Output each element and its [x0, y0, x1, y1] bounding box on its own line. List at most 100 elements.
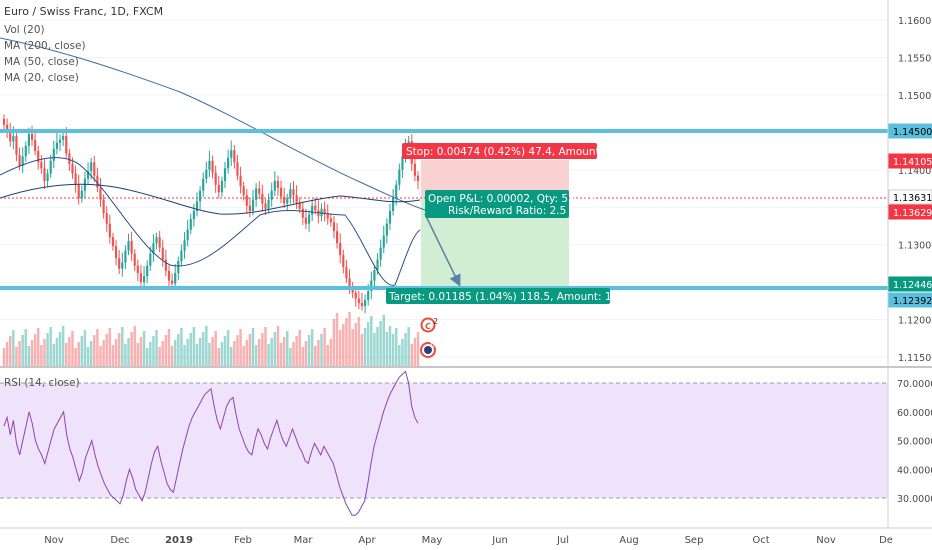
price-tag-label: 1.12446 — [893, 280, 932, 291]
ma-50-line — [0, 183, 421, 215]
volume-bar — [61, 326, 65, 366]
volume-bar — [236, 335, 239, 366]
indicator-ma200[interactable]: MA (200, close) — [4, 40, 86, 52]
volume-bar — [8, 336, 12, 366]
ma-20-line — [0, 157, 421, 286]
candle-body — [267, 199, 270, 209]
volume-bar — [276, 326, 280, 366]
volume-bar — [68, 337, 71, 366]
candle-body — [233, 150, 236, 163]
candle-body — [152, 243, 155, 254]
candle-body — [71, 163, 74, 174]
svg-text:C: C — [425, 322, 431, 331]
volume-bar — [211, 337, 214, 366]
candle-body — [392, 198, 395, 211]
price-tick-label: 1.13000 — [898, 241, 932, 252]
candle-body — [6, 124, 9, 131]
candle-body — [388, 210, 392, 224]
candle-body — [413, 163, 416, 176]
volume-bar — [357, 317, 361, 366]
candle-body — [127, 240, 130, 251]
candle-body — [68, 153, 71, 164]
candle-body — [77, 184, 80, 199]
volume-bar — [304, 341, 308, 366]
volume-bar — [413, 338, 417, 366]
indicator-ma50[interactable]: MA (50, close) — [4, 56, 79, 68]
rsi-tick-label: 40.0000 — [897, 465, 932, 476]
volume-bar — [142, 331, 146, 366]
price-tick-label: 1.16000 — [898, 16, 932, 27]
volume-bar — [33, 334, 37, 366]
candle-body — [21, 156, 24, 167]
rsi-line — [3, 370, 419, 516]
volume-bar — [404, 333, 407, 366]
candle-body — [292, 189, 295, 196]
candle-body — [370, 280, 373, 292]
volume-bar — [298, 330, 301, 366]
event-badge-dividend[interactable]: C 2 — [420, 317, 439, 333]
volume-bar — [111, 345, 115, 366]
volume-bar — [239, 329, 242, 366]
volume-bar — [332, 319, 336, 366]
volume-bar — [382, 315, 386, 366]
volume-bar — [394, 328, 398, 366]
candle-body — [283, 196, 286, 204]
candle-body — [248, 205, 251, 211]
volume-bar — [149, 342, 152, 366]
volume-bar — [121, 327, 124, 366]
volume-bar — [117, 333, 121, 366]
candle-body — [96, 175, 99, 188]
volume-bar — [348, 312, 351, 366]
indicator-vol[interactable]: Vol (20) — [4, 24, 45, 36]
event-badge-flag[interactable]: 8 — [420, 340, 436, 358]
rsi-axis[interactable]: 70.0000 60.0000 50.0000 40.0000 30.0000 — [897, 379, 932, 505]
volume-bar — [388, 326, 392, 366]
volume-bar — [370, 316, 373, 366]
candle-body — [211, 160, 214, 173]
volume-bar — [254, 345, 258, 366]
candle-body — [363, 300, 367, 307]
target-badge[interactable]: Target: 0.01185 (1.04%) 118.5, Amount: 1… — [386, 288, 648, 304]
volume-bar — [410, 344, 414, 366]
candle-body — [90, 162, 93, 172]
volume-bar — [217, 348, 221, 366]
volume-bar — [86, 347, 90, 366]
volume-bar — [338, 330, 342, 366]
symbol-title[interactable]: Euro / Swiss Franc, 1D, FXCM — [4, 5, 163, 18]
candle-body — [15, 136, 18, 155]
candle-body — [40, 162, 43, 169]
candle-body — [323, 208, 326, 214]
volume-bar — [267, 344, 270, 366]
event-count-1: 2 — [433, 317, 438, 326]
volume-bar — [360, 334, 364, 366]
candle-body — [180, 250, 183, 262]
candle-body — [30, 133, 34, 140]
volume-bar — [93, 335, 96, 366]
candle-body — [102, 199, 105, 214]
open-pnl-badge[interactable]: Open P&L: 0.00002, Qty: 52742 Risk/Rewar… — [425, 190, 595, 218]
time-axis[interactable]: Nov Dec 2019 Feb Mar Apr May Jun Jul Aug Sep Oct Nov… — [44, 535, 893, 546]
candle-body — [373, 270, 376, 281]
indicator-ma20[interactable]: MA (20, close) — [4, 72, 79, 84]
price-axis[interactable]: 1.160001.155001.150001.145001.140001.135… — [888, 16, 932, 364]
stop-badge[interactable]: Stop: 0.00474 (0.42%) 47.4, Amount: 750 — [402, 143, 627, 159]
candle-body — [202, 178, 205, 191]
price-tag-label: 1.14500 — [893, 127, 932, 138]
candle-body — [186, 229, 189, 241]
candle-body — [304, 217, 308, 224]
volume-bar — [124, 344, 127, 366]
time-tick-label: Feb — [234, 535, 252, 546]
volume-bar — [401, 339, 404, 366]
candle-body — [130, 240, 133, 254]
price-tag — [888, 189, 932, 205]
volume-bar — [261, 333, 264, 366]
candle-body — [86, 171, 90, 179]
candle-body — [189, 219, 192, 230]
candle-body — [149, 253, 152, 266]
candle-body — [174, 273, 177, 284]
rsi-title[interactable]: RSI (14, close) — [4, 377, 80, 389]
projection-arrow[interactable] — [424, 213, 461, 287]
rsi-tick-label: 60.0000 — [897, 408, 932, 419]
